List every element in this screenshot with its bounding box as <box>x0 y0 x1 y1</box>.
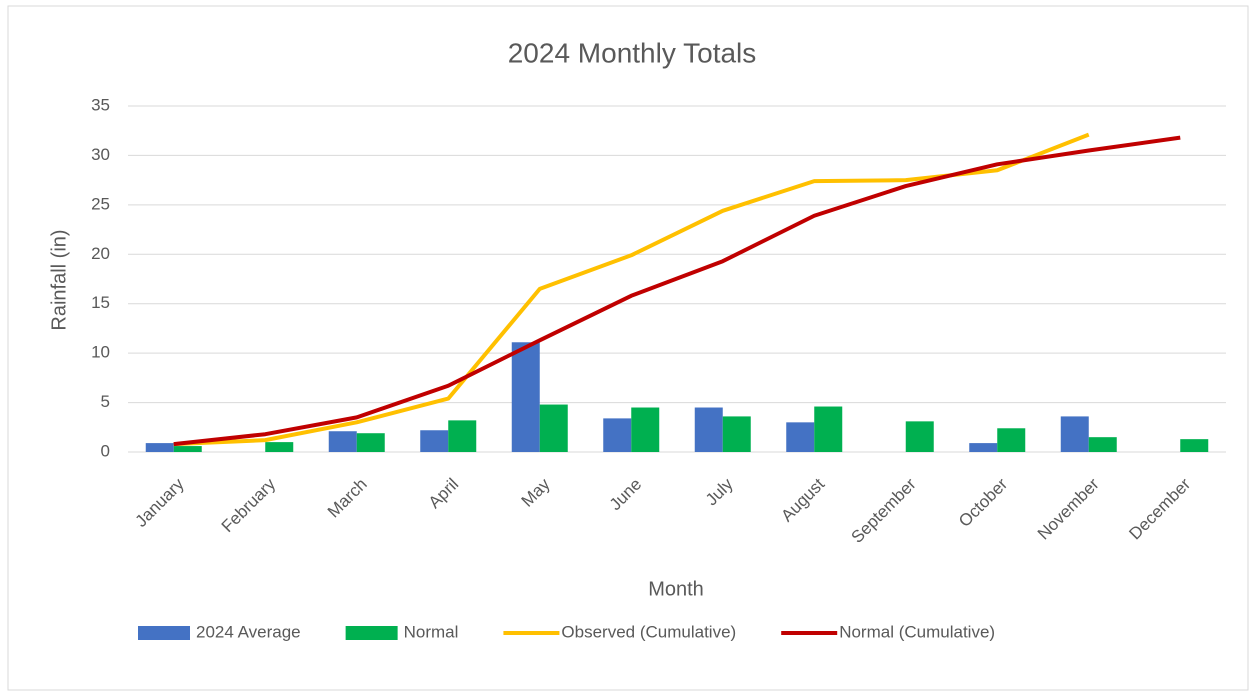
bar <box>539 404 568 452</box>
y-tick-label: 20 <box>91 244 110 263</box>
chart-title: 2024 Monthly Totals <box>508 37 757 68</box>
bar <box>173 446 202 452</box>
bar <box>1180 439 1209 452</box>
bar <box>145 443 174 452</box>
bar <box>969 443 998 452</box>
bar <box>997 428 1026 452</box>
bar <box>328 431 357 452</box>
y-axis-label: Rainfall (in) <box>48 229 70 330</box>
bar <box>511 342 540 452</box>
legend-swatch <box>345 626 398 640</box>
bar <box>1060 416 1089 452</box>
y-tick-label: 15 <box>91 293 110 312</box>
y-tick-label: 30 <box>91 145 110 164</box>
legend-label: Normal <box>404 622 459 641</box>
y-tick-label: 25 <box>91 194 110 213</box>
bar <box>420 430 449 452</box>
bar <box>722 416 751 452</box>
bar <box>356 433 385 452</box>
bar <box>603 418 632 452</box>
legend-swatch <box>138 626 190 640</box>
legend-label: Normal (Cumulative) <box>839 622 995 641</box>
y-tick-label: 35 <box>91 95 110 114</box>
bar <box>786 422 815 452</box>
bar <box>694 407 723 452</box>
legend-label: Observed (Cumulative) <box>561 622 736 641</box>
chart-frame <box>7 5 1249 691</box>
bar <box>265 442 294 452</box>
bar <box>905 421 934 452</box>
x-axis-label: Month <box>648 578 704 600</box>
bar <box>631 407 660 452</box>
bar <box>1088 437 1117 452</box>
y-tick-label: 10 <box>91 343 110 362</box>
y-tick-label: 5 <box>101 392 110 411</box>
line <box>173 135 1181 447</box>
bar <box>814 406 843 452</box>
y-tick-label: 0 <box>101 441 110 460</box>
legend-label: 2024 Average <box>196 622 301 641</box>
bar <box>448 420 477 452</box>
